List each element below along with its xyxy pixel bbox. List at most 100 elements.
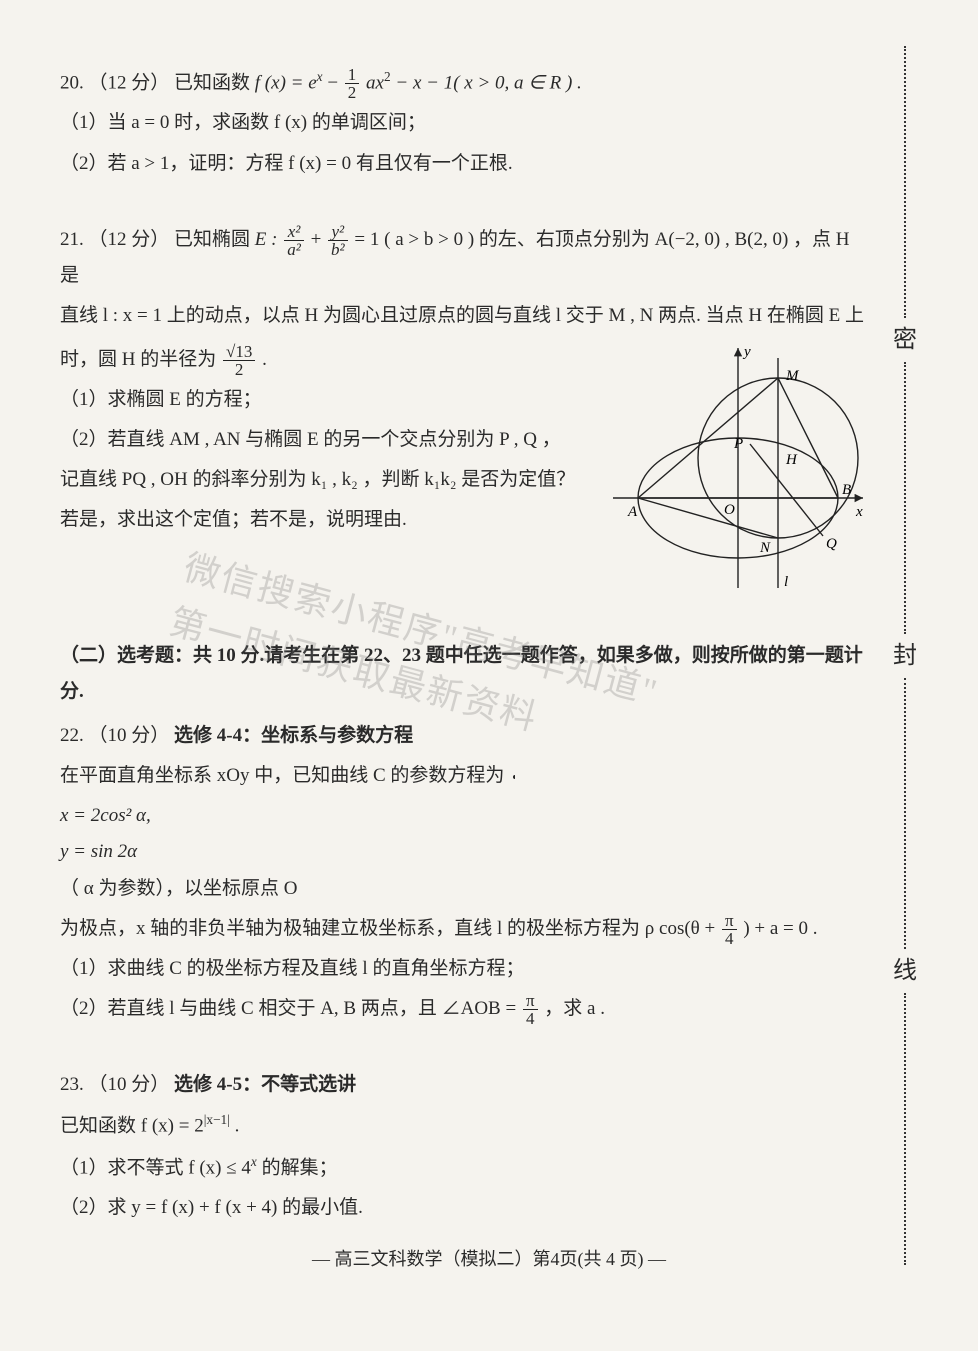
rail-dots-1	[904, 46, 906, 318]
q22-line1: 在平面直角坐标系 xOy 中，已知曲线 C 的参数方程为	[60, 758, 868, 794]
q21-part1: （1）求椭圆 E 的方程；	[60, 382, 598, 418]
q23-part1-prefix: （1）求不等式 f (x) ≤ 4	[60, 1157, 251, 1178]
q21-rad-frac: √13 2	[223, 343, 255, 378]
q22-param-row1: x = 2cos² α,	[60, 798, 868, 834]
q20-part2: （2）若 a > 1，证明：方程 f (x) = 0 有且仅有一个正根.	[60, 146, 868, 182]
q20-part1: （1）当 a = 0 时，求函数 f (x) 的单调区间；	[60, 105, 868, 141]
q21-ellipse-label: E :	[255, 229, 282, 250]
q22-param-row2: y = sin 2α	[60, 834, 868, 870]
q21-figure: A B O H M N P Q x y l	[608, 338, 868, 598]
q20-frac-den: 2	[345, 84, 360, 101]
label-x: x	[855, 504, 863, 520]
rail-dots-2	[904, 362, 906, 634]
q21-points: （12 分）	[89, 229, 170, 250]
label-B: B	[842, 482, 851, 498]
q21-figure-svg: A B O H M N P Q x y l	[608, 338, 868, 598]
q21-frac1-den: a²	[284, 241, 304, 258]
line-AN	[638, 498, 778, 538]
q23-line1: 已知函数 f (x) = 2|x−1| .	[60, 1107, 868, 1144]
q20-points: （12 分）	[89, 72, 170, 93]
label-l: l	[784, 574, 788, 590]
q21-part2c: 若是，求出这个定值；若不是，说明理由.	[60, 502, 598, 538]
q22-part2-frac: π 4	[523, 992, 538, 1027]
q22-part2-frac-num: π	[523, 992, 538, 1010]
q21-frac2-den: b²	[328, 241, 348, 258]
q21-text-col: 时，圆 H 的半径为 √13 2 . （1）求椭圆 E 的方程； （2）若直线 …	[60, 338, 598, 543]
margin-rail: 密 封 线	[890, 40, 920, 1271]
label-M: M	[785, 368, 800, 384]
q22-part2-suffix: ，求 a .	[544, 998, 605, 1019]
q20-stem-prefix: 已知函数	[174, 72, 255, 93]
rail-char-xian: 线	[893, 955, 917, 987]
rail-dots-4	[904, 993, 906, 1265]
q22-line2: 为极点，x 轴的非负半轴为极轴建立极坐标系，直线 l 的极坐标方程为 ρ cos…	[60, 911, 868, 947]
q21-line3-suffix: .	[262, 349, 267, 370]
q23-number: 23.	[60, 1074, 84, 1095]
q23-line1-prefix: 已知函数 f (x) = 2	[60, 1115, 204, 1136]
q21-stem-prefix: 已知椭圆	[174, 229, 255, 250]
label-H: H	[785, 452, 798, 468]
q22-part2: （2）若直线 l 与曲线 C 相交于 A, B 两点，且 ∠AOB = π 4 …	[60, 991, 868, 1027]
q23-title: 选修 4-5：不等式选讲	[174, 1074, 356, 1095]
q21-rad-den: 2	[223, 361, 255, 378]
q22-head: 22. （10 分） 选修 4-4：坐标系与参数方程	[60, 718, 868, 754]
rail-char-mi: 密	[893, 324, 917, 356]
q22-line1-prefix: 在平面直角坐标系 xOy 中，已知曲线 C 的参数方程为	[60, 765, 509, 786]
q21-stem-line3: 时，圆 H 的半径为 √13 2 .	[60, 342, 598, 378]
q21-frac2-num: y²	[328, 223, 348, 241]
q21-frac1-num: x²	[284, 223, 304, 241]
q22-number: 22.	[60, 725, 84, 746]
q20-frac: 1 2	[345, 66, 360, 101]
rail-dots-3	[904, 678, 906, 950]
q21-row: 时，圆 H 的半径为 √13 2 . （1）求椭圆 E 的方程； （2）若直线 …	[60, 338, 868, 598]
q22-part2-prefix: （2）若直线 l 与曲线 C 相交于 A, B 两点，且 ∠AOB =	[60, 998, 521, 1019]
q23-line1-exp: |x−1|	[204, 1112, 230, 1127]
page-footer: — 高三文科数学（模拟二）第4页(共 4 页) —	[0, 1245, 978, 1271]
q22-frac-num: π	[722, 912, 737, 930]
q23-part1-exp: x	[251, 1154, 257, 1169]
q22-line2-prefix: 为极点，x 轴的非负半轴为极轴建立极坐标系，直线 l 的极坐标方程为 ρ cos…	[60, 918, 720, 939]
q20-after-frac: ax	[366, 72, 384, 93]
label-A: A	[627, 504, 638, 520]
label-Q: Q	[826, 536, 837, 552]
q22-line1-suffix: （ α 为参数），以坐标原点 O	[60, 878, 297, 899]
q21-line3-prefix: 时，圆 H 的半径为	[60, 349, 221, 370]
q22-title: 选修 4-4：坐标系与参数方程	[174, 725, 413, 746]
question-20: 20. （12 分） 已知函数 f (x) = ex − 1 2 ax2 − x…	[60, 64, 868, 182]
q21-stem-line2: 直线 l : x = 1 上的动点，以点 H 为圆心且过原点的圆与直线 l 交于…	[60, 298, 868, 334]
q21-number: 21.	[60, 229, 84, 250]
q20-minus: −	[327, 72, 342, 93]
question-23: 23. （10 分） 选修 4-5：不等式选讲 已知函数 f (x) = 2|x…	[60, 1067, 868, 1226]
label-N: N	[759, 540, 771, 556]
q21-part2a: （2）若直线 AM , AN 与椭圆 E 的另一个交点分别为 P , Q ，	[60, 422, 598, 458]
q21-stem-line1: 21. （12 分） 已知椭圆 E : x² a² + y² b² = 1 ( …	[60, 222, 868, 294]
q21-frac1: x² a²	[284, 223, 304, 258]
q21-part2b: 记直线 PQ , OH 的斜率分别为 k₁ , k₂ ，判断 k₁k₂ 是否为定…	[60, 462, 598, 498]
label-O: O	[724, 502, 735, 518]
q20-tail: − x − 1( x > 0, a ∈ R ) .	[395, 72, 581, 93]
q21-frac2: y² b²	[328, 223, 348, 258]
q21-plus: +	[311, 229, 326, 250]
q23-line1-suffix: .	[235, 1115, 240, 1136]
q22-frac-den: 4	[722, 930, 737, 947]
label-P: P	[733, 436, 743, 452]
q20-frac-num: 1	[345, 66, 360, 84]
rail-char-feng: 封	[893, 640, 917, 672]
question-21: 21. （12 分） 已知椭圆 E : x² a² + y² b² = 1 ( …	[60, 222, 868, 598]
q23-part1: （1）求不等式 f (x) ≤ 4x 的解集；	[60, 1149, 868, 1186]
q23-part2: （2）求 y = f (x) + f (x + 4) 的最小值.	[60, 1190, 868, 1226]
q20-func-exp: x	[317, 69, 323, 84]
question-22: 22. （10 分） 选修 4-4：坐标系与参数方程 在平面直角坐标系 xOy …	[60, 718, 868, 1027]
q22-line2-suffix: ) + a = 0 .	[743, 918, 817, 939]
q22-frac: π 4	[722, 912, 737, 947]
q21-rad-num: √13	[223, 343, 255, 361]
q22-param-brace	[513, 775, 527, 779]
exam-page: 20. （12 分） 已知函数 f (x) = ex − 1 2 ax2 − x…	[0, 0, 978, 1351]
q22-part1: （1）求曲线 C 的极坐标方程及直线 l 的直角坐标方程；	[60, 951, 868, 987]
q23-points: （10 分）	[89, 1074, 170, 1095]
q20-func-left: f (x) = e	[255, 72, 317, 93]
q22-points: （10 分）	[89, 725, 170, 746]
q20-stem: 20. （12 分） 已知函数 f (x) = ex − 1 2 ax2 − x…	[60, 64, 868, 101]
q23-head: 23. （10 分） 选修 4-5：不等式选讲	[60, 1067, 868, 1103]
q23-part1-suffix: 的解集；	[262, 1157, 338, 1178]
